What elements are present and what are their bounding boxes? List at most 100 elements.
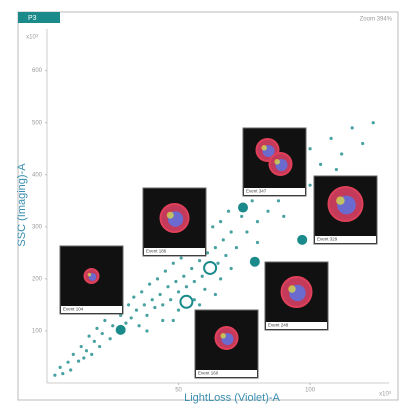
point bbox=[137, 324, 140, 327]
x-tick-label: 100 bbox=[305, 388, 316, 394]
cell-spot bbox=[167, 212, 174, 219]
point bbox=[219, 220, 222, 223]
point bbox=[335, 168, 338, 171]
cell-spot bbox=[274, 159, 280, 165]
point bbox=[351, 126, 354, 129]
point bbox=[240, 215, 243, 218]
point bbox=[308, 147, 311, 150]
point bbox=[185, 285, 188, 288]
x-axis-label: LightLoss (Violet)-A bbox=[184, 392, 280, 404]
cell-spot bbox=[88, 273, 92, 277]
point bbox=[180, 256, 183, 259]
point bbox=[109, 337, 112, 340]
highlight-point bbox=[116, 325, 126, 335]
y-tick-label: 100 bbox=[32, 329, 43, 335]
y-tick-label: 500 bbox=[32, 120, 43, 126]
page: P3 Zoom 394% x10³ x10³ LightLoss (Violet… bbox=[0, 0, 408, 408]
tab[interactable] bbox=[18, 12, 60, 23]
y-unit-label: x10³ bbox=[26, 35, 38, 41]
point bbox=[256, 220, 259, 223]
point bbox=[53, 374, 56, 377]
point bbox=[59, 366, 62, 369]
point bbox=[85, 349, 88, 352]
highlight-point bbox=[297, 235, 307, 245]
point bbox=[308, 184, 311, 187]
point bbox=[72, 353, 75, 356]
thumbnail[interactable]: Event 347 bbox=[243, 128, 306, 196]
point bbox=[361, 142, 364, 145]
cell-spot bbox=[261, 145, 267, 151]
point bbox=[156, 277, 159, 280]
point bbox=[87, 335, 90, 338]
point bbox=[111, 324, 114, 327]
point bbox=[224, 254, 227, 257]
point bbox=[101, 332, 104, 335]
point bbox=[130, 316, 133, 319]
point bbox=[77, 360, 80, 363]
point bbox=[230, 267, 233, 270]
point bbox=[256, 241, 259, 244]
point bbox=[82, 356, 85, 359]
point bbox=[127, 303, 130, 306]
thumbnail-caption: Event 248 bbox=[268, 323, 289, 328]
point bbox=[227, 210, 230, 213]
thumbnail[interactable]: Event 248 bbox=[265, 262, 328, 330]
thumbnail[interactable]: Event 160 bbox=[195, 310, 258, 378]
point bbox=[145, 314, 148, 317]
chart: P3 Zoom 394% x10³ x10³ LightLoss (Violet… bbox=[0, 0, 408, 408]
thumbnail[interactable]: Event 329 bbox=[314, 176, 377, 244]
x-tick-label: 50 bbox=[175, 388, 182, 394]
point bbox=[148, 282, 151, 285]
point bbox=[193, 280, 196, 283]
thumbnail[interactable]: Event 104 bbox=[60, 246, 123, 314]
selected-point bbox=[180, 296, 192, 308]
point bbox=[145, 329, 148, 332]
point bbox=[182, 275, 185, 278]
point bbox=[330, 137, 333, 140]
point bbox=[177, 309, 180, 312]
point bbox=[124, 322, 127, 325]
thumbnail-caption: Event 160 bbox=[198, 371, 219, 376]
point bbox=[277, 199, 280, 202]
point bbox=[282, 215, 285, 218]
thumbnail[interactable]: Event 186 bbox=[143, 188, 206, 256]
point bbox=[98, 345, 101, 348]
thumbnail-caption: Event 104 bbox=[63, 307, 84, 312]
point bbox=[132, 296, 135, 299]
point bbox=[153, 306, 156, 309]
point bbox=[166, 285, 169, 288]
y-tick-label: 300 bbox=[32, 224, 43, 230]
point bbox=[172, 262, 175, 265]
point bbox=[235, 246, 238, 249]
point bbox=[164, 269, 167, 272]
thumbnail-caption: Event 347 bbox=[246, 189, 267, 194]
point bbox=[69, 368, 72, 371]
point bbox=[161, 303, 164, 306]
point bbox=[251, 199, 254, 202]
point bbox=[245, 230, 248, 233]
selected-point bbox=[204, 262, 216, 274]
y-tick-label: 600 bbox=[32, 68, 43, 74]
point bbox=[140, 290, 143, 293]
point bbox=[159, 293, 162, 296]
point bbox=[219, 277, 222, 280]
point bbox=[66, 361, 69, 364]
x-unit-label: x10³ bbox=[379, 392, 391, 398]
point bbox=[151, 298, 154, 301]
point bbox=[372, 121, 375, 124]
point bbox=[198, 303, 201, 306]
point bbox=[177, 290, 180, 293]
y-tick-label: 200 bbox=[32, 276, 43, 282]
highlight-point bbox=[238, 203, 248, 213]
point bbox=[169, 298, 172, 301]
point bbox=[95, 327, 98, 330]
point bbox=[80, 345, 83, 348]
tab-label[interactable]: P3 bbox=[28, 15, 37, 22]
point bbox=[216, 262, 219, 265]
point bbox=[319, 163, 322, 166]
point bbox=[135, 309, 138, 312]
point bbox=[203, 288, 206, 291]
point bbox=[214, 293, 217, 296]
point bbox=[340, 152, 343, 155]
point bbox=[93, 340, 96, 343]
